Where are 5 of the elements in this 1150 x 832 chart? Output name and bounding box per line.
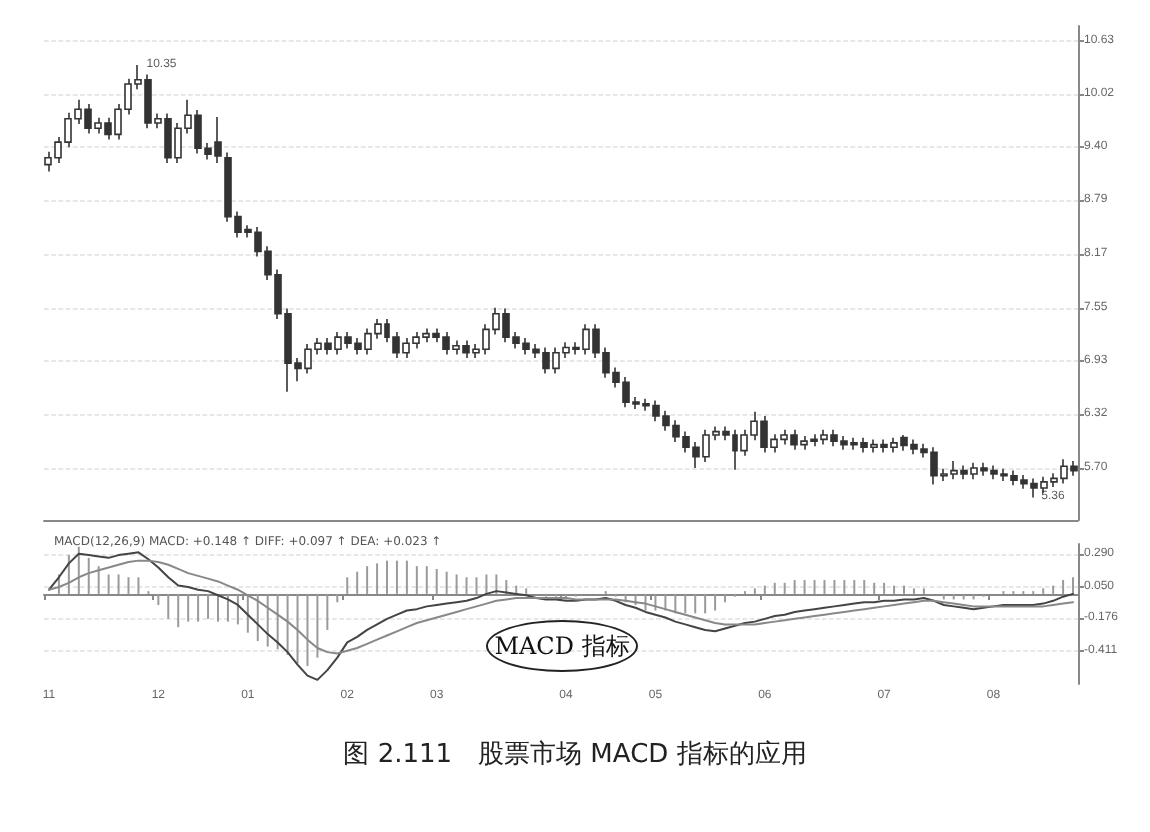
annotation: MACD 指标: [494, 629, 630, 663]
line-series: [47, 559, 1075, 655]
caption: 图 2.111 股票市场 MACD 指标的应用: [341, 738, 809, 772]
oval-outline: MACD 指标: [486, 620, 638, 672]
line-series: [47, 551, 1075, 681]
